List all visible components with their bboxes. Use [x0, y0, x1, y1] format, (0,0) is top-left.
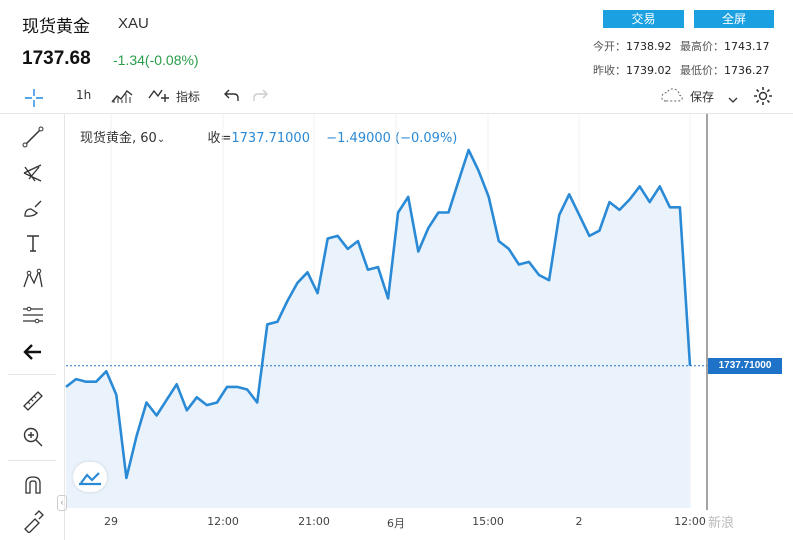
interval-selector[interactable]: 1h [76, 88, 92, 102]
x-tick-label: 2 [575, 515, 583, 528]
text-tool-icon[interactable] [18, 230, 48, 256]
last-price-tag: 1737.71000 [708, 357, 782, 374]
instrument-symbol: XAU [118, 15, 149, 32]
x-tick-label: 21:00 [298, 515, 330, 528]
price-change: -1.34(-0.08%) [113, 52, 199, 68]
save-button[interactable]: 保存 [690, 90, 715, 104]
pattern-icon[interactable] [18, 266, 48, 292]
magnet-icon[interactable] [18, 472, 48, 498]
indicators-icon[interactable] [148, 86, 170, 104]
current-price: 1737.68 [22, 48, 91, 69]
stat-prev-close: 昨收：1739.02 [593, 64, 672, 77]
chevron-down-icon[interactable] [728, 91, 738, 109]
stat-open: 今开：1738.92 [593, 40, 672, 53]
arrow-left-icon[interactable] [18, 339, 48, 365]
x-tick-label: 15:00 [472, 515, 504, 528]
x-tick-label: 29 [104, 515, 118, 528]
chart-legend: 现货黄金, 60⌄ 收=1737.71000 −1.49000 (−0.09%) [80, 127, 457, 146]
undo-icon[interactable] [224, 88, 240, 107]
price-line [65, 148, 692, 480]
lock-drawing-icon[interactable] [18, 508, 48, 534]
gear-icon[interactable] [752, 85, 774, 112]
legend-close: 1737.71000 [231, 131, 310, 146]
trend-line-icon[interactable] [18, 124, 48, 150]
x-tick-label: 6月 [387, 517, 405, 530]
watermark: 新浪 [708, 516, 735, 531]
redo-icon[interactable] [252, 88, 268, 107]
tool-divider [8, 374, 56, 375]
collapse-panel-icon[interactable]: ‹ [57, 495, 67, 511]
tool-divider-2 [8, 460, 56, 461]
fullscreen-button[interactable]: 全屏 [694, 10, 774, 28]
fib-retracement-icon[interactable] [18, 302, 48, 328]
chevron-down-icon[interactable]: ⌄ [156, 134, 166, 145]
zoom-in-icon[interactable] [18, 424, 48, 450]
toolbar-divider [0, 113, 793, 114]
price-area [66, 150, 690, 508]
trade-button[interactable]: 交易 [603, 10, 684, 28]
legend-name[interactable]: 现货黄金, 60 [80, 131, 157, 146]
legend-change: −1.49000 (−0.09%) [326, 131, 458, 146]
cloud-save-icon[interactable] [660, 87, 684, 108]
x-tick-label: 12:00 [207, 515, 239, 528]
chart-type-icon[interactable] [111, 88, 133, 104]
pitchfork-icon[interactable] [18, 160, 48, 186]
logo-icon[interactable] [73, 462, 107, 492]
stat-high: 最高价：1743.17 [680, 40, 770, 53]
brush-icon[interactable] [18, 196, 48, 222]
drawing-toolbar [0, 114, 65, 540]
legend-close-label: 收= [207, 131, 232, 146]
stat-low: 最低价：1736.27 [680, 64, 770, 77]
x-tick-label: 12:00 [674, 515, 706, 528]
indicators-button[interactable]: 指标 [176, 90, 201, 104]
crosshair-icon[interactable] [24, 88, 44, 108]
instrument-title: 现货黄金 [22, 17, 90, 37]
ruler-icon[interactable] [18, 388, 48, 414]
